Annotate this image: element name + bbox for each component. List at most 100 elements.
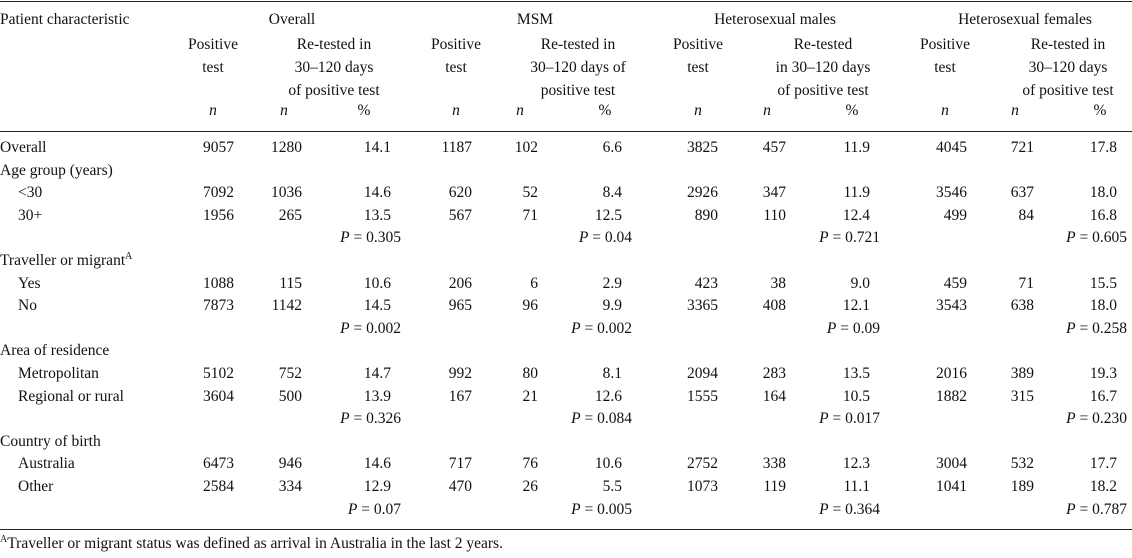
table-cell: 3546 <box>936 184 967 201</box>
table-cell: 10.5 <box>842 388 870 405</box>
table-cell: 459 <box>943 275 967 292</box>
header-line: Re-tested in <box>1030 36 1106 53</box>
header-line: of positive test <box>288 82 380 99</box>
row-label: Metropolitan <box>18 365 99 382</box>
table-cell: 423 <box>694 275 718 292</box>
section-label: Area of residence <box>0 342 110 359</box>
row-label: Overall <box>0 139 47 156</box>
table-cell: 1280 <box>271 139 302 156</box>
table-cell: 12.6 <box>594 388 622 405</box>
row-label: 30+ <box>18 207 43 224</box>
p-symbol: P <box>340 320 350 337</box>
p-equals: = <box>1075 229 1093 246</box>
p-value: P = 0.721 <box>819 229 880 247</box>
table-cell: 338 <box>762 455 786 472</box>
p-symbol: P <box>826 320 837 337</box>
header-line: Positive <box>188 36 238 53</box>
table-cell: 1036 <box>271 184 302 201</box>
p-equals: = <box>836 320 853 337</box>
p-value: P = 0.305 <box>340 229 401 247</box>
table-cell: 110 <box>763 207 786 224</box>
table-cell: 14.7 <box>363 365 391 382</box>
table-cell: 102 <box>514 139 538 156</box>
table-cell: 14.5 <box>363 297 391 314</box>
p-number: 0.787 <box>1092 501 1127 518</box>
table-cell: 5102 <box>203 365 234 382</box>
p-value: P = 0.005 <box>571 501 632 519</box>
table-cell: 1041 <box>936 478 967 495</box>
table-cell: 21 <box>522 388 539 405</box>
table-cell: 38 <box>770 275 787 292</box>
table-cell: 752 <box>278 365 302 382</box>
retested-header: Re-tested in 30–120 days of positive test <box>288 33 379 102</box>
table-cell: 12.4 <box>842 207 870 224</box>
table-cell: 6.6 <box>602 139 622 156</box>
table-cell: 11.9 <box>843 139 870 156</box>
table-cell: 1073 <box>687 478 718 495</box>
p-number: 0.721 <box>845 229 880 246</box>
p-symbol: P <box>571 501 581 518</box>
table-cell: 717 <box>448 455 472 472</box>
header-line: of positive test <box>777 82 869 99</box>
p-symbol: P <box>571 410 581 427</box>
table-cell: 80 <box>522 365 539 382</box>
pct-label: % <box>598 102 612 119</box>
table-cell: 1088 <box>203 275 234 292</box>
table-cell: 84 <box>1018 207 1035 224</box>
table-cell: 10.6 <box>594 455 622 472</box>
table-cell: 2016 <box>936 365 967 382</box>
table-cell: 3004 <box>936 455 967 472</box>
table-cell: 11.9 <box>843 184 870 201</box>
p-number: 0.002 <box>597 320 632 337</box>
table-cell: 1187 <box>441 139 472 156</box>
p-number: 0.258 <box>1092 320 1127 337</box>
table-cell: 532 <box>1010 455 1034 472</box>
group-header-0: Overall <box>268 11 316 28</box>
header-line: test <box>202 59 224 76</box>
p-value: P = 0.04 <box>579 229 632 247</box>
table-cell: 470 <box>448 478 472 495</box>
p-value: P = 0.364 <box>819 501 880 519</box>
p-value: P = 0.230 <box>1066 410 1127 428</box>
table-cell: 567 <box>448 207 472 224</box>
header-rule <box>0 131 1132 132</box>
p-symbol: P <box>340 410 350 427</box>
table-cell: 1555 <box>687 388 718 405</box>
pct-label: % <box>357 102 371 119</box>
table-cell: 15.5 <box>1089 275 1117 292</box>
table-cell: 189 <box>1010 478 1034 495</box>
header-line: Positive <box>673 36 723 53</box>
table-cell: 12.3 <box>842 455 870 472</box>
header-line: test <box>934 59 956 76</box>
header-line: Re-tested in <box>540 36 616 53</box>
p-number: 0.04 <box>604 229 632 246</box>
p-equals: = <box>1075 501 1093 518</box>
table-cell: 389 <box>1010 365 1034 382</box>
bottom-rule <box>0 529 1132 530</box>
table-cell: 7092 <box>203 184 234 201</box>
p-value: P = 0.084 <box>571 410 632 428</box>
table-cell: 9057 <box>203 139 234 156</box>
table-cell: 2.9 <box>602 275 622 292</box>
p-equals: = <box>349 229 367 246</box>
table-cell: 52 <box>522 184 539 201</box>
p-value: P = 0.002 <box>340 320 401 338</box>
p-value: P = 0.09 <box>827 320 880 338</box>
table-cell: 992 <box>448 365 472 382</box>
table-cell: 18.0 <box>1089 297 1117 314</box>
table-cell: 457 <box>762 139 786 156</box>
table-cell: 283 <box>762 365 786 382</box>
table-cell: 96 <box>522 297 539 314</box>
retested-header: Re-tested in 30–120 days of positive test <box>1022 33 1113 102</box>
table-cell: 8.1 <box>602 365 622 382</box>
p-number: 0.017 <box>845 410 880 427</box>
table-cell: 3825 <box>687 139 718 156</box>
positive-test-header: Positive test <box>431 33 481 79</box>
section-label: Traveller or migrantA <box>0 251 133 270</box>
table-cell: 164 <box>762 388 786 405</box>
table-cell: 8.4 <box>602 184 622 201</box>
p-value: P = 0.258 <box>1066 320 1127 338</box>
p-number: 0.002 <box>366 320 401 337</box>
positive-test-header: Positive test <box>673 33 723 79</box>
stub-header: Patient characteristic <box>0 11 130 28</box>
